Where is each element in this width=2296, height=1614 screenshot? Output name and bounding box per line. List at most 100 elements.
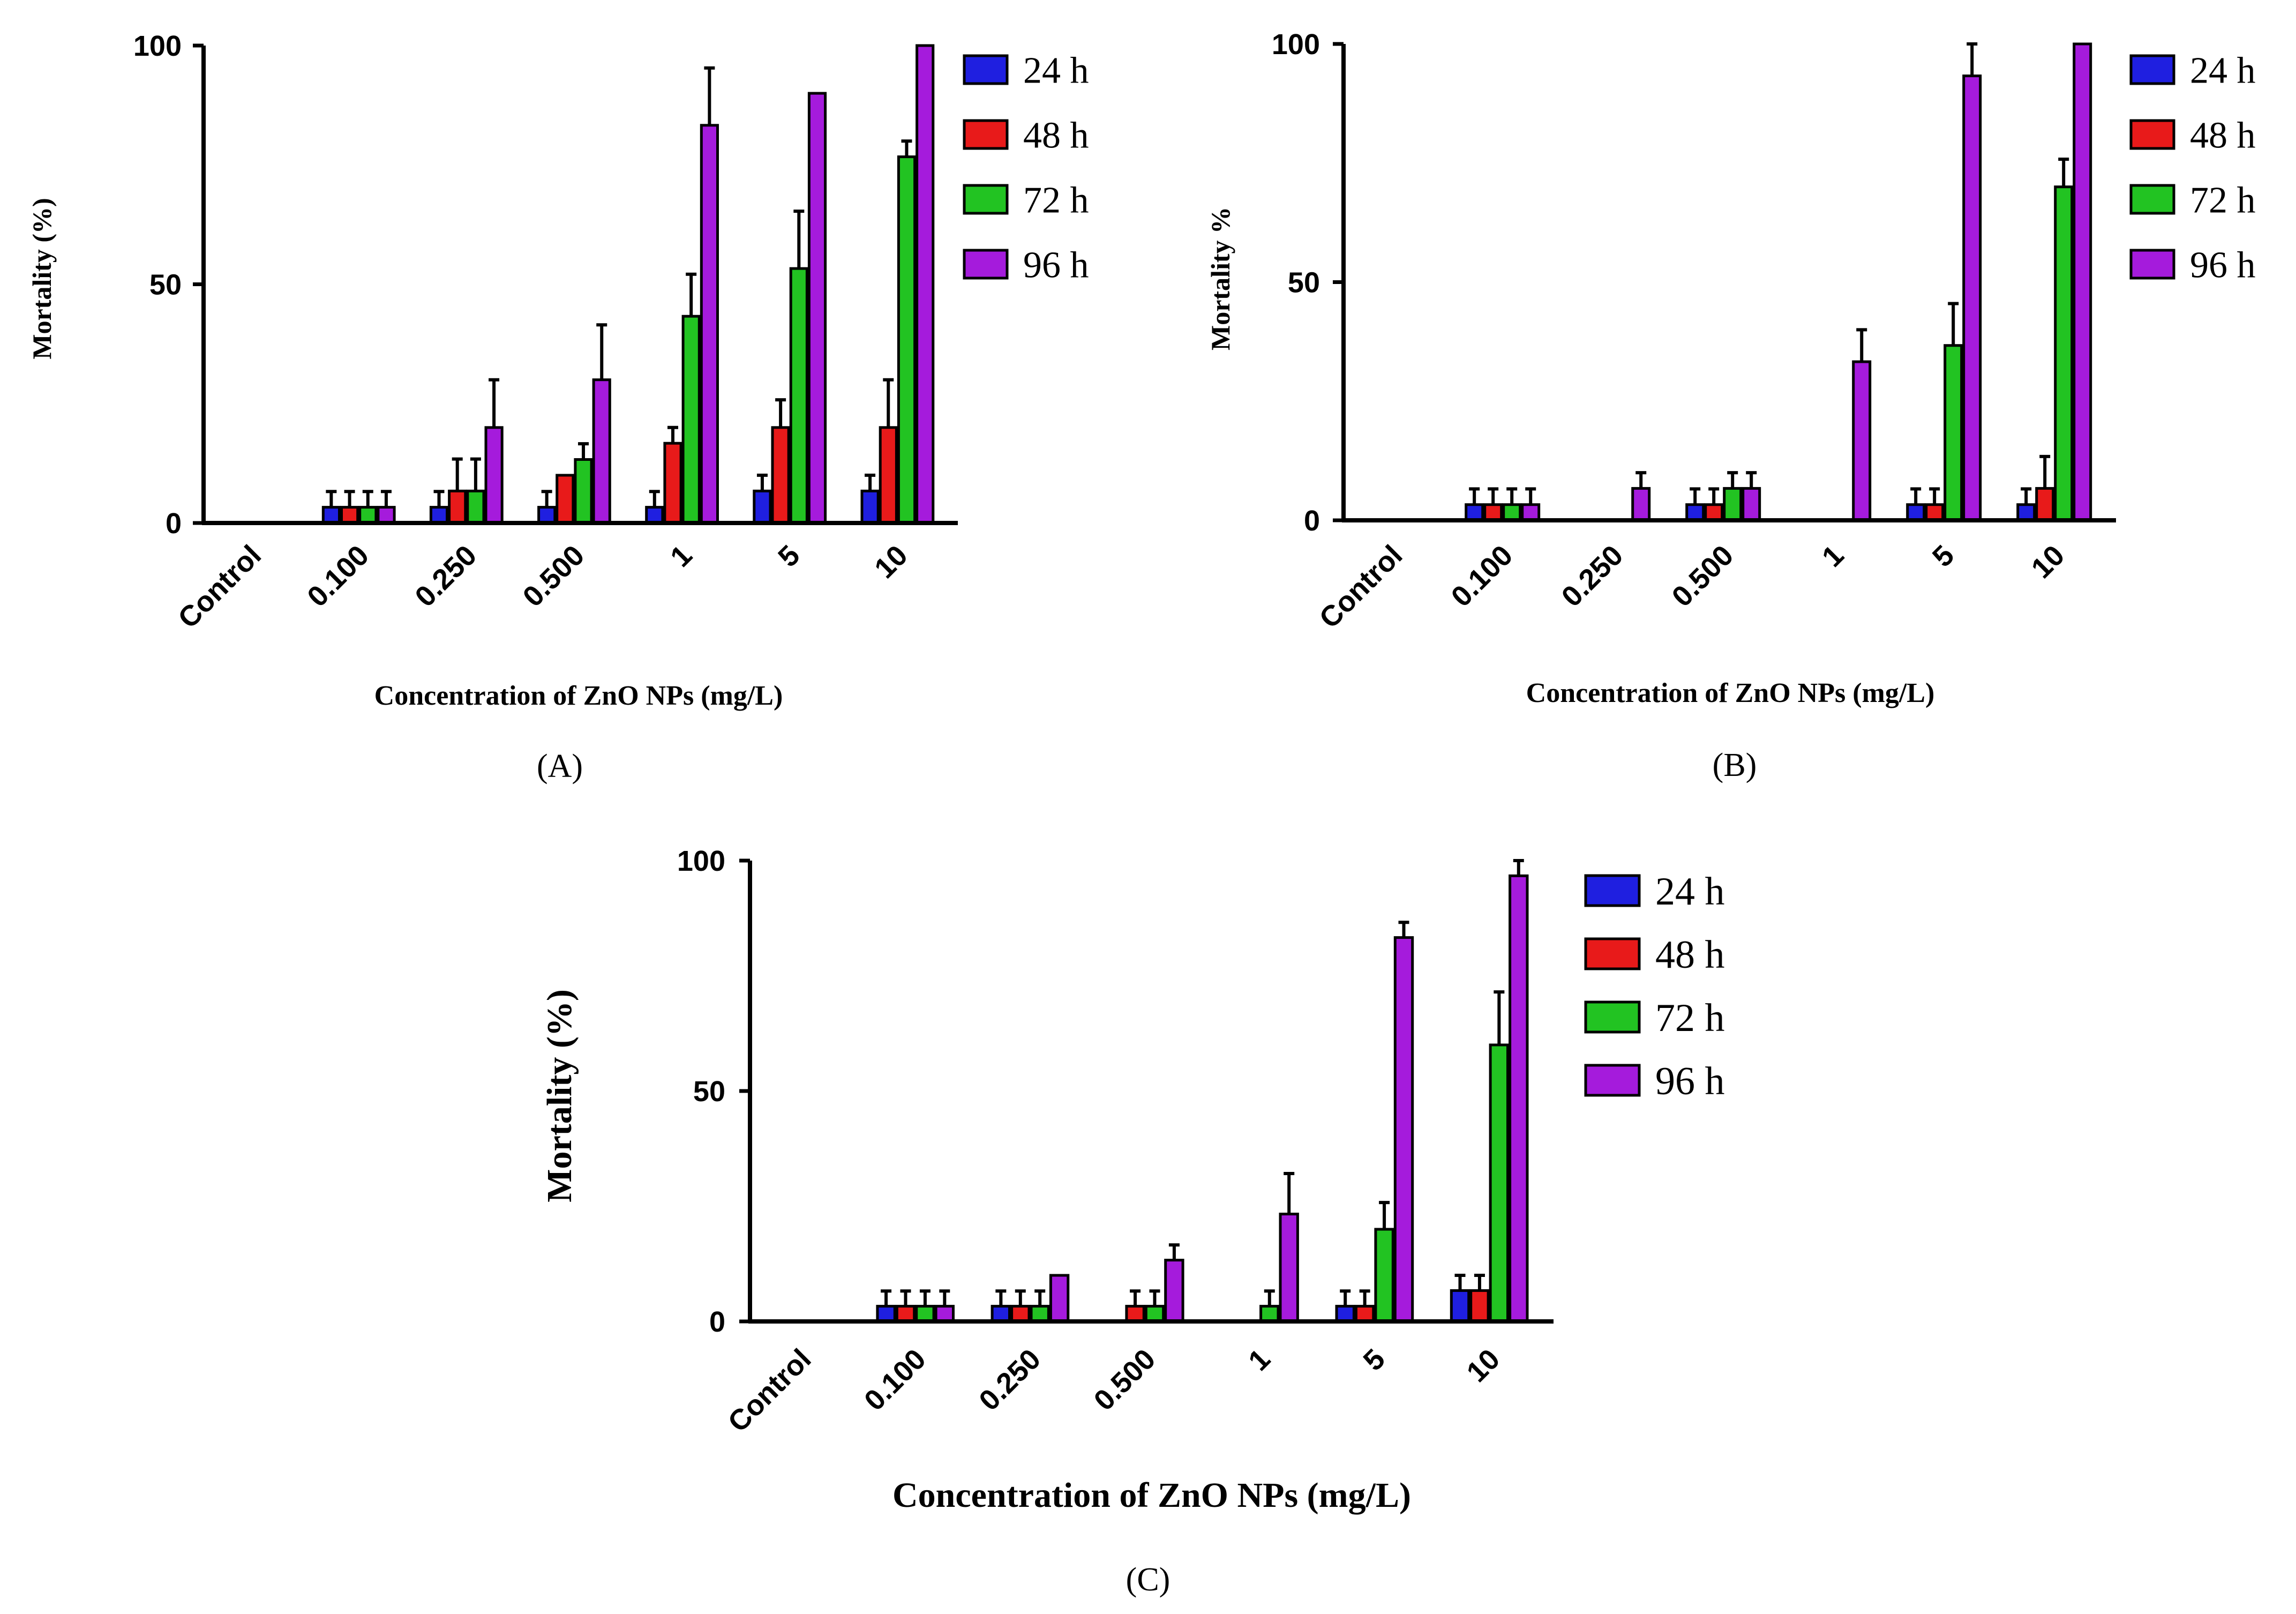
bar [1125,1305,1145,1323]
x-tick-label: 0.100 [858,1343,932,1417]
x-tick-label: 0.250 [1556,539,1630,613]
bar [466,489,485,525]
x-tick-label: Control [722,1343,817,1438]
bar [1259,1305,1280,1323]
panel-label: (C) [1126,1561,1170,1598]
bar [1521,503,1541,522]
x-tick-label: 10 [868,539,914,585]
bar [1631,487,1651,522]
x-tick-label: 1 [664,539,699,573]
legend-swatch [2129,54,2175,85]
y-tick-label: 50 [693,1075,725,1108]
x-tick-label: 0.100 [301,539,375,613]
y-tick-label: 100 [133,30,182,62]
x-tick-label: 0.250 [409,539,483,613]
bar [1906,503,1926,522]
legend-swatch [963,184,1009,215]
bar [1335,1305,1355,1323]
legend-label: 48 h [1023,115,1089,156]
bar [1723,487,1743,522]
x-tick-label: 5 [1926,539,1961,573]
x-tick-label: 0.250 [973,1343,1047,1417]
bar [358,506,378,525]
bar [321,506,341,525]
legend-swatch [1584,1000,1641,1034]
bar [1489,1043,1510,1323]
bar [1465,503,1484,522]
bar [1704,503,1724,522]
y-tick-label: 0 [709,1306,725,1338]
legend-label: 48 h [2190,115,2256,156]
bar [592,378,611,525]
bar [1450,1289,1470,1323]
bar [645,506,664,525]
bar [879,426,898,525]
bar [663,442,682,525]
bar [1685,503,1705,522]
bar [1164,1259,1184,1323]
x-axis-title: Concentration of ZnO NPs (mg/L) [892,1476,1411,1515]
bar [2073,42,2092,522]
legend-label: 96 h [1655,1059,1725,1103]
legend-swatch [1584,1064,1641,1097]
legend-label: 72 h [2190,180,2256,221]
bar [1049,1274,1070,1323]
bar [1469,1289,1490,1323]
legend-label: 72 h [1655,996,1725,1040]
legend-label: 24 h [1655,870,1725,914]
legend-label: 96 h [1023,245,1089,286]
bar [448,489,467,525]
bar [915,1305,935,1323]
bar [1852,360,1872,522]
bar [2035,487,2055,522]
bar [1502,503,1522,522]
x-tick-label: 0.500 [1666,539,1740,613]
x-axis-title: Concentration of ZnO NPs (mg/L) [374,681,783,711]
y-axis-title: Mortality (%) [27,198,57,359]
chart-panel-b: 0 50 100 Control 0.100 0.250 0.500 1 5 10 Mortalit… [1205,28,2256,783]
x-tick-label: 1 [1816,539,1850,573]
bar [1962,74,1982,522]
bar [1742,487,1761,522]
bar [1393,936,1414,1323]
bar [1144,1305,1165,1323]
bar [2016,503,2036,522]
bar [484,426,504,525]
x-tick-label: Control [172,539,267,634]
bar [1279,1213,1299,1323]
bar [860,489,880,525]
bar [1010,1305,1031,1323]
bar [556,474,575,525]
bar [753,489,772,525]
legend-label: 96 h [2190,245,2256,286]
bar [1030,1305,1050,1323]
bar [1374,1228,1394,1323]
y-axis-title: Mortality (%) [540,989,579,1202]
bar [2054,185,2074,522]
legend: 24 h 48 h 72 h 96 h [2129,50,2256,286]
bar [771,426,790,525]
bar [1944,344,1963,522]
x-tick-label: 0.500 [1088,1343,1162,1417]
bar [789,267,808,525]
bar [934,1305,955,1323]
bar [681,315,701,525]
bar [340,506,359,525]
legend: 24 h 48 h 72 h 96 h [1584,870,1725,1103]
bar [876,1305,896,1323]
legend-swatch [963,249,1009,280]
legend-label: 48 h [1655,933,1725,977]
bar [1354,1305,1375,1323]
x-tick-label: 5 [772,539,806,573]
x-tick-label: 0.500 [517,539,591,613]
y-tick-label: 0 [1304,505,1320,537]
y-tick-label: 50 [1288,267,1320,299]
bar [991,1305,1011,1323]
bar [1925,503,1945,522]
y-tick-label: 0 [166,507,182,540]
legend-label: 24 h [2190,50,2256,92]
legend-label: 24 h [1023,50,1089,92]
legend-swatch [2129,184,2175,215]
bar [807,92,827,525]
